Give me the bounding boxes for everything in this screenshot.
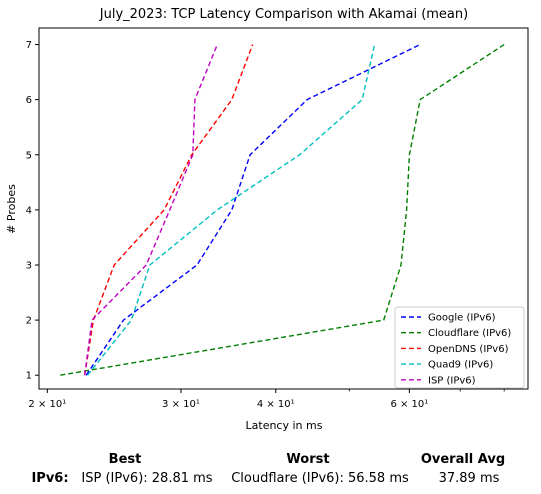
series-line-google-ipv6 [85,43,421,376]
series-line-isp-ipv6 [84,44,218,376]
y-tick-label-0: 1 [26,371,32,382]
legend-label-google-ipv6: Google (IPv6) [428,313,496,324]
y-tick-label-2: 3 [26,260,32,271]
y-axis-label: # Probes [5,184,18,234]
x-tick-label-2: 4 × 10¹ [257,399,295,410]
y-tick-label-1: 2 [26,316,32,327]
legend-label-opendns-ipv6: OpenDNS (IPv6) [428,344,509,355]
x-tick-label-0: 2 × 10¹ [28,399,66,410]
legend: Google (IPv6) Cloudflare (IPv6) OpenDNS (I… [394,306,525,389]
series-line-quad9-ipv6 [87,44,376,376]
series-layer [60,43,505,376]
chart-title: July_2023: TCP Latency Comparison with A… [99,7,468,22]
legend-label-quad9-ipv6: Quad9 (IPv6) [428,360,493,371]
x-axis-label: Latency in ms [246,419,323,432]
y-tick-label-4: 5 [26,150,32,161]
series-line-opendns-ipv6 [84,44,254,376]
x-tick-label-1: 3 × 10¹ [162,399,200,410]
y-tick-label-5: 6 [26,95,32,106]
y-tick-label-6: 7 [26,40,32,51]
legend-label-cloudflare-ipv6: Cloudflare (IPv6) [428,328,511,339]
x-axis: 2 × 10¹ 3 × 10¹ 4 × 10¹ 6 × 10¹ [28,389,505,410]
y-tick-label-3: 4 [26,205,32,216]
series-line-cloudflare-ipv6 [60,43,505,376]
legend-box [394,306,525,389]
y-axis: 1 2 3 4 5 6 7 [26,40,39,382]
legend-label-isp-ipv6: ISP (IPv6) [428,375,476,386]
plot-area [38,27,529,390]
x-tick-label-3: 6 × 10¹ [390,399,428,410]
